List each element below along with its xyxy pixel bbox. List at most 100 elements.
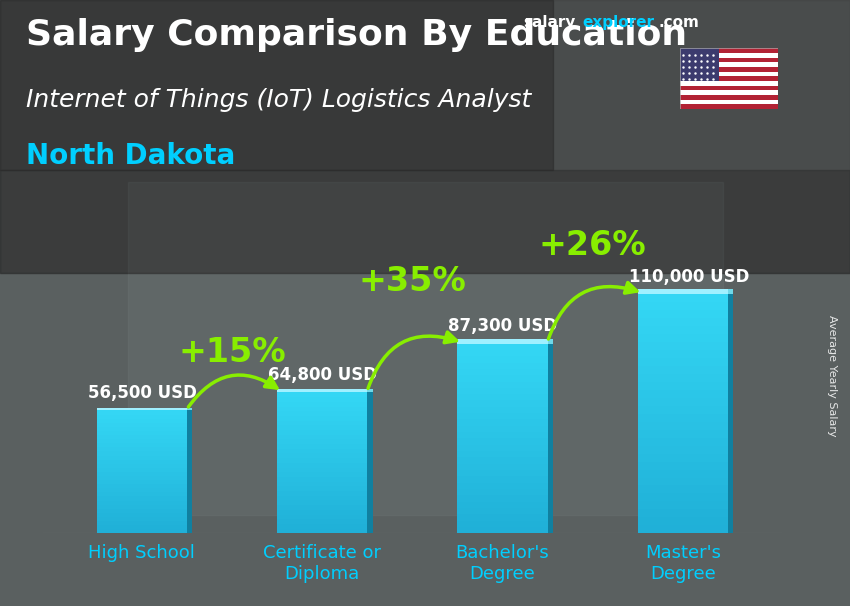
Bar bbox=[638, 289, 728, 295]
Bar bbox=[367, 390, 372, 393]
Bar bbox=[638, 366, 728, 374]
Bar bbox=[638, 398, 728, 406]
Text: 87,300 USD: 87,300 USD bbox=[448, 317, 558, 335]
Bar bbox=[97, 456, 187, 459]
Bar bbox=[187, 408, 192, 410]
Bar bbox=[97, 480, 187, 484]
Text: 56,500 USD: 56,500 USD bbox=[88, 384, 196, 402]
Bar bbox=[680, 48, 778, 53]
Bar bbox=[277, 491, 367, 496]
Bar bbox=[97, 419, 187, 423]
Bar bbox=[457, 514, 547, 521]
Bar bbox=[457, 362, 547, 369]
Bar bbox=[638, 382, 728, 390]
Text: 64,800 USD: 64,800 USD bbox=[268, 366, 377, 384]
Bar bbox=[728, 289, 734, 295]
Bar bbox=[638, 485, 728, 493]
Bar bbox=[457, 432, 547, 438]
Bar bbox=[97, 496, 187, 501]
Bar bbox=[638, 342, 728, 350]
Bar bbox=[97, 488, 187, 492]
Bar bbox=[97, 459, 187, 464]
Bar bbox=[457, 339, 547, 344]
Bar bbox=[638, 525, 728, 533]
Bar bbox=[638, 414, 728, 422]
Bar bbox=[277, 482, 367, 487]
Bar bbox=[680, 90, 778, 95]
Bar bbox=[457, 451, 547, 458]
Bar bbox=[638, 518, 728, 525]
Bar bbox=[97, 408, 187, 410]
Bar bbox=[457, 483, 547, 489]
Bar bbox=[277, 514, 367, 519]
Bar bbox=[680, 100, 778, 104]
Bar bbox=[680, 67, 778, 72]
Bar bbox=[277, 430, 367, 435]
Bar bbox=[277, 463, 367, 468]
Bar bbox=[97, 517, 187, 521]
Bar bbox=[97, 525, 187, 529]
Bar bbox=[277, 458, 367, 463]
Bar bbox=[0, 0, 552, 170]
Bar bbox=[457, 426, 547, 432]
Bar bbox=[457, 356, 547, 362]
Bar bbox=[97, 423, 187, 427]
Bar bbox=[97, 451, 187, 456]
Bar bbox=[277, 477, 367, 482]
Bar bbox=[680, 72, 778, 76]
Bar bbox=[547, 339, 553, 344]
Bar bbox=[638, 350, 728, 358]
Bar bbox=[277, 453, 367, 458]
Bar bbox=[457, 419, 547, 426]
Bar bbox=[638, 302, 728, 310]
Bar bbox=[638, 358, 728, 366]
Bar bbox=[638, 430, 728, 438]
Text: salary: salary bbox=[523, 15, 575, 30]
Bar bbox=[97, 443, 187, 447]
Text: Salary Comparison By Education: Salary Comparison By Education bbox=[26, 18, 687, 52]
Bar bbox=[277, 505, 367, 510]
Text: .com: .com bbox=[659, 15, 700, 30]
Bar bbox=[0, 0, 850, 273]
Bar bbox=[277, 416, 367, 421]
Bar bbox=[97, 513, 187, 517]
Bar bbox=[638, 326, 728, 334]
FancyArrowPatch shape bbox=[189, 375, 277, 407]
Bar bbox=[680, 53, 778, 58]
Bar bbox=[277, 425, 367, 430]
Bar bbox=[277, 528, 367, 533]
FancyArrowPatch shape bbox=[368, 332, 456, 388]
Bar bbox=[97, 447, 187, 451]
Bar bbox=[638, 295, 728, 302]
Bar bbox=[680, 76, 778, 81]
Bar bbox=[638, 478, 728, 485]
Bar bbox=[277, 510, 367, 514]
Bar bbox=[638, 318, 728, 326]
Bar bbox=[97, 472, 187, 476]
Bar bbox=[457, 521, 547, 527]
Bar bbox=[277, 472, 367, 477]
Bar bbox=[638, 454, 728, 462]
Bar bbox=[97, 468, 187, 472]
Bar bbox=[97, 427, 187, 431]
Bar bbox=[457, 344, 547, 350]
Bar bbox=[97, 492, 187, 496]
Text: explorer: explorer bbox=[582, 15, 654, 30]
Bar bbox=[97, 435, 187, 439]
Bar bbox=[457, 464, 547, 470]
Bar bbox=[97, 501, 187, 505]
FancyArrowPatch shape bbox=[548, 282, 637, 339]
Bar bbox=[638, 310, 728, 318]
Text: +15%: +15% bbox=[178, 336, 286, 369]
Bar bbox=[457, 413, 547, 419]
Text: North Dakota: North Dakota bbox=[26, 142, 235, 170]
Bar bbox=[277, 435, 367, 439]
Bar bbox=[97, 464, 187, 468]
Bar bbox=[277, 501, 367, 505]
Bar bbox=[638, 390, 728, 398]
Bar bbox=[457, 527, 547, 533]
Bar bbox=[457, 407, 547, 413]
Bar bbox=[277, 496, 367, 501]
Bar bbox=[457, 382, 547, 388]
Bar bbox=[457, 438, 547, 445]
